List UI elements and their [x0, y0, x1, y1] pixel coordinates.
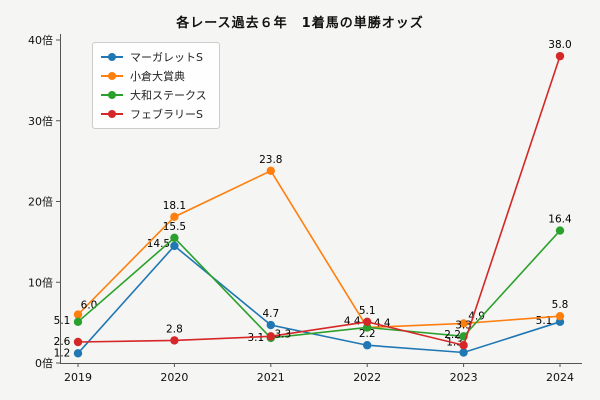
- point-label: 3.1: [247, 332, 264, 344]
- data-point: [170, 233, 179, 243]
- legend-label: 小倉大賞典: [130, 70, 185, 83]
- data-point: [363, 317, 372, 327]
- data-point: [73, 317, 83, 327]
- data-point: [555, 51, 565, 61]
- point-label: 18.1: [163, 200, 186, 212]
- data-point: [266, 320, 275, 330]
- legend-line-marker-icon: [101, 109, 123, 119]
- point-label: 1.2: [54, 347, 71, 359]
- legend-item: 小倉大賞典: [101, 68, 207, 84]
- point-label: 2.6: [54, 336, 71, 348]
- point-label: 6.0: [81, 300, 98, 312]
- data-point: [363, 341, 372, 350]
- data-point: [73, 349, 83, 358]
- x-tick-label: 2019: [64, 371, 92, 384]
- legend-item: マーガレットS: [101, 49, 207, 65]
- point-label: 2.2: [444, 329, 461, 341]
- point-label: 5.8: [552, 299, 569, 311]
- legend-item: フェブラリーS: [101, 106, 207, 122]
- data-point: [555, 226, 565, 235]
- legend-label: 大和ステークス: [130, 89, 207, 102]
- data-point: [266, 166, 275, 176]
- data-point: [459, 341, 468, 350]
- x-tick-label: 2022: [353, 371, 381, 384]
- point-label: 2.8: [166, 323, 183, 335]
- y-tick-label: 10倍: [28, 275, 53, 289]
- x-tick-label: 2023: [450, 371, 478, 384]
- point-label: 23.8: [259, 154, 282, 166]
- x-tick-label: 2024: [546, 371, 574, 384]
- series-line: [77, 244, 561, 354]
- series-line: [77, 169, 561, 329]
- data-point: [170, 212, 179, 222]
- data-point: [459, 319, 468, 328]
- chart-legend: マーガレットS 小倉大賞典大和ステークス フェブラリーS: [92, 42, 220, 129]
- point-label: 4.7: [262, 308, 279, 320]
- point-label: 16.4: [548, 214, 572, 226]
- y-tick-label: 0倍: [35, 356, 53, 370]
- point-label: 5.1: [54, 315, 71, 327]
- point-label: 38.0: [548, 39, 571, 51]
- point-label: 2.2: [359, 328, 376, 340]
- point-label: 3.3: [274, 328, 291, 340]
- data-point: [73, 337, 83, 347]
- data-point: [170, 336, 179, 345]
- series-line: [77, 55, 561, 347]
- legend-label: マーガレットS: [130, 51, 203, 64]
- data-point: [266, 332, 275, 341]
- x-tick-label: 2020: [160, 371, 188, 384]
- data-point: [73, 310, 83, 319]
- data-point: [459, 348, 468, 357]
- legend-label: フェブラリーS: [130, 108, 203, 121]
- y-tick-label: 30倍: [28, 114, 53, 128]
- point-label: 15.5: [163, 221, 186, 233]
- point-label: 3.3: [455, 319, 472, 331]
- legend-line-marker-icon: [101, 90, 123, 100]
- legend-line-marker-icon: [101, 71, 123, 81]
- legend-line-marker-icon: [101, 52, 123, 62]
- data-point: [170, 241, 179, 251]
- legend-item: 大和ステークス: [101, 87, 207, 103]
- chart-title: 各レース過去６年 1着馬の単勝オッズ: [176, 16, 424, 31]
- y-tick-label: 40倍: [28, 33, 53, 47]
- series-line: [77, 230, 561, 339]
- point-label: 5.1: [359, 305, 376, 317]
- y-tick-label: 20倍: [28, 195, 53, 209]
- x-tick-label: 2021: [257, 371, 285, 384]
- data-point: [555, 311, 565, 321]
